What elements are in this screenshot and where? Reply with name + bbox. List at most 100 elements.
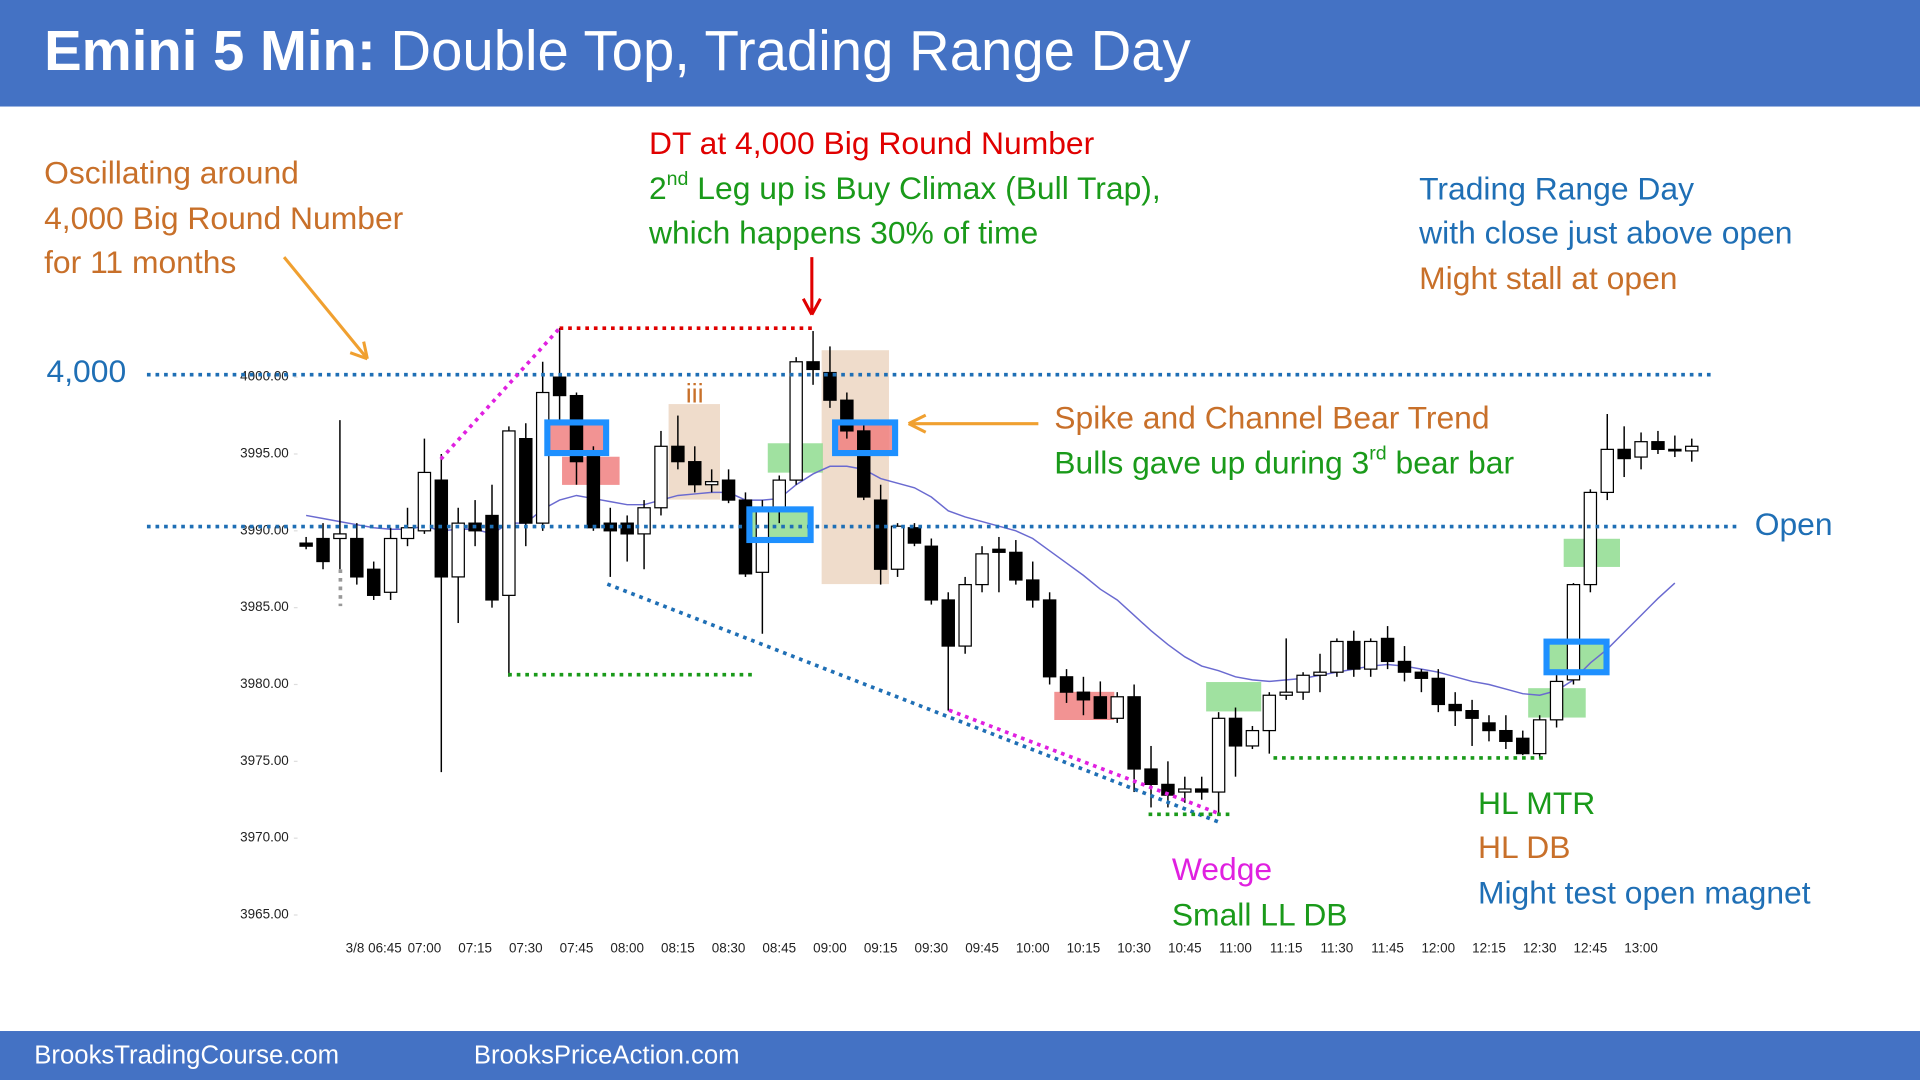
x-tick-label: 12:30 [1523,941,1557,956]
annotation-sup: rd [1369,442,1386,464]
candle-body [840,399,854,432]
candle-body [1093,696,1108,719]
x-tick-label: 11:00 [1219,941,1252,956]
annotation-part: bear bar [1387,445,1515,481]
y-tick-label: 3980.00 [240,676,289,691]
annotation: for 11 months [44,244,236,280]
candle-body [857,430,871,498]
candle-body [1617,448,1631,460]
annotation: Might stall at open [1419,260,1677,296]
candle-body [519,438,533,524]
candle-body [451,522,465,578]
candle-body [1668,448,1682,452]
x-tick-label: 08:45 [762,941,796,956]
annotation: 4,000 Big Round Number [44,200,404,236]
signal-boxes [544,419,1610,676]
channel-line [606,582,1222,825]
annotation: Wedge [1172,851,1272,887]
candle-body [823,371,837,401]
candle-body [1110,696,1124,719]
candle-body [366,568,381,596]
candle-body [1583,491,1598,586]
annotation-part: 2 [649,170,667,206]
candle-body [688,461,702,486]
annotation-part: Leg up is Buy Climax (Bull Trap), [688,170,1160,206]
candle-body [1347,640,1361,670]
wedge-line [948,708,1222,817]
candle-body [1380,637,1395,663]
candle-body [704,481,719,486]
candle-body [637,507,651,535]
x-tick-label: 13:00 [1624,941,1658,956]
candle-body [1600,448,1614,494]
x-tick-label: 11:30 [1321,941,1354,956]
candle-body [1009,551,1023,581]
candle-body [1465,710,1479,719]
candle-body [1144,768,1158,785]
x-tick-label: 11:15 [1270,941,1303,956]
annotation-part: Bulls gave up during 3 [1054,445,1369,481]
candle-body [992,548,1006,553]
candle-body [1127,696,1141,770]
candle-body [485,514,499,601]
annotation: Might test open magnet [1478,875,1811,911]
candle-body [1397,660,1412,673]
x-tick-label: 07:15 [458,941,492,956]
candle-body [975,553,989,586]
candle-body [1262,694,1277,732]
candle-body [1076,691,1091,701]
candle-body [1532,719,1547,755]
x-tick-label: 08:30 [712,941,746,956]
candle-body [350,537,364,578]
arrow [801,257,822,316]
candle-body [1211,717,1226,793]
x-tick-label: 09:00 [813,941,847,956]
candle-body [569,394,584,463]
x-tick-label: 08:00 [610,941,644,956]
x-tick-label: 10:45 [1168,941,1202,956]
signal-box [832,419,899,457]
x-tick-label: 07:00 [408,941,442,956]
candle-body [1026,579,1040,601]
candle-body [1330,640,1344,673]
candle-body [1685,445,1699,452]
chart-title: Emini 5 Min: Double Top, Trading Range Da… [44,19,1192,82]
candle-body [654,445,668,509]
candle-body [958,583,972,647]
candle-body [1059,676,1074,693]
x-tick-label: 07:30 [509,941,543,956]
y-tick-label: 3975.00 [240,753,289,768]
arrow [282,256,369,361]
candle-body [721,479,736,501]
candle-body [873,499,888,570]
level-label: 4,000 [47,353,127,389]
candle-body [1482,722,1496,732]
x-tick-label: 09:15 [864,941,898,956]
candle-body [890,525,905,570]
candle-body [671,445,685,463]
candle-body [772,479,787,509]
x-tick-label: 3/8 06:45 [346,941,402,956]
x-tick-label: 12:15 [1472,941,1506,956]
annotation-sup: nd [667,168,689,190]
candle-body [417,471,432,532]
candle-body [1516,737,1530,755]
header-bar [0,0,1920,107]
annotation: Trading Range Day [1419,170,1694,206]
y-tick-label: 3995.00 [240,446,289,461]
candle-body [1499,729,1513,742]
annotation: Bulls gave up during 3rd bear bar [1054,442,1514,480]
candle-body [1363,640,1378,670]
annotation: 2nd Leg up is Buy Climax (Bull Trap), [649,168,1161,206]
candle-body [1042,599,1057,678]
x-tick-label: 11:45 [1371,941,1404,956]
x-tick-label: 10:15 [1067,941,1101,956]
candle-body [502,430,516,596]
candle-body [299,542,313,547]
candle-body [1296,674,1310,693]
annotation: DT at 4,000 Big Round Number [649,125,1095,161]
candle-body [1194,788,1209,793]
candle-body [1228,717,1243,747]
x-tick-label: 10:30 [1117,941,1151,956]
